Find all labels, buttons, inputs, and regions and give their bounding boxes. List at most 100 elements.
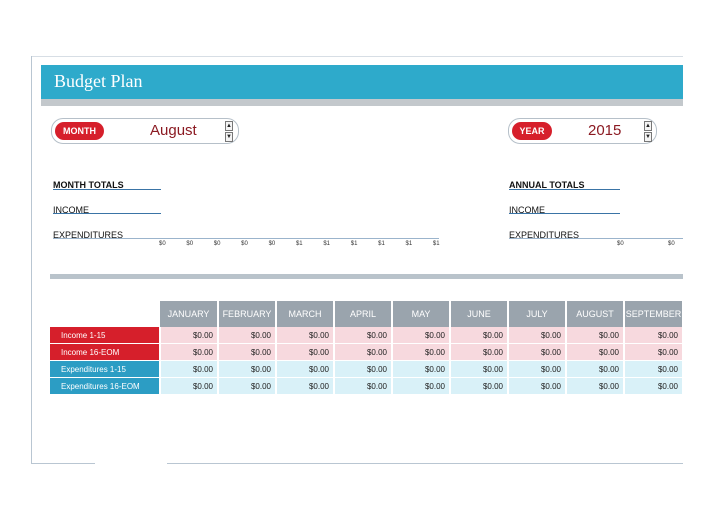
spinner-down-icon[interactable]: ▼ xyxy=(225,132,233,142)
sheet-bottom-border xyxy=(31,463,95,464)
table-cell[interactable]: $0.00 xyxy=(508,343,567,361)
table-cell[interactable]: $0.00 xyxy=(508,327,567,344)
table-row: Income 1-15 $0.00 $0.00 $0.00 $0.00 $0.0… xyxy=(50,327,684,344)
axis-value: $1 xyxy=(323,241,331,247)
row-label: Expenditures 1-15 xyxy=(50,360,161,378)
axis-value: $1 xyxy=(405,241,413,247)
table-cell[interactable]: $0.00 xyxy=(566,327,625,344)
table-cell[interactable]: $0.00 xyxy=(392,360,451,378)
axis-value: $0 xyxy=(186,241,194,247)
annual-expenditures-label: EXPENDITURES xyxy=(509,230,580,240)
axis-value: $0 xyxy=(268,241,276,247)
table-cell[interactable]: $0.00 xyxy=(566,360,625,378)
table-cell[interactable]: $0.00 xyxy=(334,343,393,361)
month-income-label: INCOME xyxy=(53,205,89,215)
axis-value: $0 xyxy=(668,241,675,247)
underline xyxy=(509,213,620,214)
year-spinner[interactable]: ▲ ▼ xyxy=(644,121,652,142)
sheet-top-border xyxy=(31,56,683,57)
spinner-up-icon[interactable]: ▲ xyxy=(644,121,652,131)
header-bar: Budget Plan xyxy=(41,65,683,106)
axis-value: $0 xyxy=(213,241,221,247)
axis-value: $1 xyxy=(378,241,385,247)
table-row: Expenditures 16-EOM $0.00 $0.00 $0.00 $0… xyxy=(50,377,684,395)
table-cell[interactable]: $0.00 xyxy=(624,360,684,378)
table-cell[interactable]: $0.00 xyxy=(624,377,684,395)
table-cell[interactable]: $0.00 xyxy=(276,327,335,344)
column-header: MAY xyxy=(392,301,451,327)
underline xyxy=(53,213,161,214)
table-cell[interactable]: $0.00 xyxy=(450,377,509,395)
row-label: Expenditures 16-EOM xyxy=(50,377,161,395)
table-cell[interactable]: $0.00 xyxy=(276,343,335,361)
annual-totals-heading: ANNUAL TOTALS xyxy=(509,180,585,190)
axis-value: $0 xyxy=(241,241,248,247)
table-cell[interactable]: $0.00 xyxy=(392,343,451,361)
table-cell[interactable]: $0.00 xyxy=(218,377,277,395)
table-cell[interactable]: $0.00 xyxy=(160,327,219,344)
table-cell[interactable]: $0.00 xyxy=(624,327,684,344)
column-header: JANUARY xyxy=(160,301,219,327)
annual-axis-values: $0 $0 xyxy=(617,241,695,247)
column-header: JULY xyxy=(508,301,567,327)
month-totals-heading: MONTH TOTALS xyxy=(53,180,124,190)
column-header: AUGUST xyxy=(566,301,625,327)
table-cell[interactable]: $0.00 xyxy=(566,343,625,361)
column-header: JUNE xyxy=(450,301,509,327)
table-cell[interactable]: $0.00 xyxy=(218,343,277,361)
month-expenditures-label: EXPENDITURES xyxy=(53,230,124,240)
month-spinner[interactable]: ▲ ▼ xyxy=(225,121,233,142)
year-selector[interactable]: YEAR 2015 ▲ ▼ xyxy=(508,118,657,144)
table-header-row: JANUARY FEBRUARY MARCH APRIL MAY JUNE JU… xyxy=(50,301,684,327)
table-cell[interactable]: $0.00 xyxy=(160,360,219,378)
table-cell[interactable]: $0.00 xyxy=(508,360,567,378)
sheet-left-border xyxy=(31,56,32,464)
table-row: Expenditures 1-15 $0.00 $0.00 $0.00 $0.0… xyxy=(50,360,684,378)
table-cell[interactable]: $0.00 xyxy=(392,327,451,344)
row-label: Income 1-15 xyxy=(50,327,161,344)
column-header: FEBRUARY xyxy=(218,301,277,327)
axis-value: $0 xyxy=(159,241,166,247)
year-pill: YEAR xyxy=(512,122,552,140)
table-cell[interactable]: $0.00 xyxy=(218,360,277,378)
spinner-down-icon[interactable]: ▼ xyxy=(644,132,652,142)
underline xyxy=(509,189,620,190)
table-cell[interactable]: $0.00 xyxy=(334,360,393,378)
axis-value: $1 xyxy=(295,241,303,247)
year-value: 2015 xyxy=(588,122,622,139)
row-label: Income 16-EOM xyxy=(50,343,161,361)
column-header: APRIL xyxy=(334,301,393,327)
month-selector[interactable]: MONTH August ▲ ▼ xyxy=(51,118,239,144)
page-title: Budget Plan xyxy=(54,71,143,91)
table-cell[interactable]: $0.00 xyxy=(160,343,219,361)
axis-value: $1 xyxy=(432,241,440,247)
column-header: MARCH xyxy=(276,301,335,327)
table-row: Income 16-EOM $0.00 $0.00 $0.00 $0.00 $0… xyxy=(50,343,684,361)
table-corner xyxy=(50,301,160,327)
table-cell[interactable]: $0.00 xyxy=(218,327,277,344)
annual-axis-line xyxy=(509,238,683,239)
month-axis-line xyxy=(53,238,439,239)
section-divider xyxy=(50,274,683,279)
table-cell[interactable]: $0.00 xyxy=(566,377,625,395)
table-cell[interactable]: $0.00 xyxy=(450,343,509,361)
table-cell[interactable]: $0.00 xyxy=(160,377,219,395)
month-pill: MONTH xyxy=(55,122,104,140)
table-cell[interactable]: $0.00 xyxy=(624,343,684,361)
month-axis-values: $0 $0 $0 $0 $0 $1 $1 $1 $1 $1 $1 xyxy=(159,241,460,247)
table-cell[interactable]: $0.00 xyxy=(276,360,335,378)
table-cell[interactable]: $0.00 xyxy=(508,377,567,395)
underline xyxy=(53,189,161,190)
month-value: August xyxy=(150,122,197,139)
spinner-up-icon[interactable]: ▲ xyxy=(225,121,233,131)
axis-value: $0 xyxy=(617,241,624,247)
table-cell[interactable]: $0.00 xyxy=(276,377,335,395)
table-cell[interactable]: $0.00 xyxy=(392,377,451,395)
sheet-bottom-border xyxy=(167,463,683,464)
table-cell[interactable]: $0.00 xyxy=(450,360,509,378)
table-cell[interactable]: $0.00 xyxy=(334,377,393,395)
table-cell[interactable]: $0.00 xyxy=(450,327,509,344)
table-cell[interactable]: $0.00 xyxy=(334,327,393,344)
column-header: SEPTEMBER xyxy=(624,301,684,327)
axis-value: $1 xyxy=(350,241,358,247)
